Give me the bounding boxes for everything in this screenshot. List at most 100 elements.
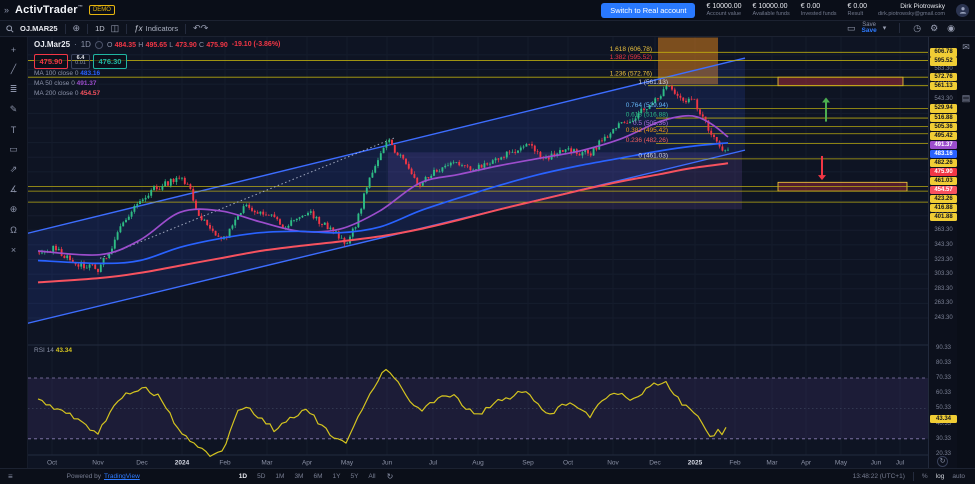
candle-style-icon[interactable]: ◫ (110, 23, 120, 33)
fib-level-label: 1.618 (606.78) (610, 46, 652, 53)
rsi-axis-tick: 70.33 (935, 375, 951, 381)
go-to-realtime-button[interactable]: ↻ (937, 456, 948, 467)
chart-area[interactable]: 1.618 (606.78) 1.382 (595.52) 1.236 (572.7… (0, 37, 928, 468)
alert-icon[interactable]: ◷ (913, 22, 922, 33)
price-axis-tick: 343.30 (934, 241, 953, 248)
ma-line-ma-50 (37, 114, 729, 256)
sidebar-expand-icon[interactable]: » (4, 5, 10, 15)
fib-level-label: 0.618 (516.88) (626, 112, 668, 119)
bottom-panel-toggle-icon[interactable]: ≡ (8, 472, 13, 481)
resistance-zone[interactable] (777, 76, 904, 87)
message-envelope-icon[interactable]: ✉ (962, 42, 970, 52)
clock[interactable]: 13:48:22 (UTC+1) (852, 473, 905, 480)
price-axis-tick: 263.30 (934, 300, 953, 307)
tool-shapes-icon[interactable]: ▭ (9, 144, 18, 154)
compare-add-icon[interactable]: ⊕ (72, 23, 81, 33)
timeframe-row: 1D 5D 1M 3M 6M 1Y 5Y All (236, 472, 379, 481)
tool-long-position-icon[interactable]: ⇗ (9, 164, 18, 174)
timeframe-1y[interactable]: 1Y (332, 473, 341, 480)
x-axis-month-label: Nov (92, 460, 104, 467)
level-price-label: 595.52 (930, 57, 957, 66)
tool-text-icon[interactable]: T (10, 124, 17, 135)
redo-icon[interactable]: ↷ (200, 23, 209, 33)
x-axis-month-label: Oct (563, 460, 573, 467)
chart-canvas[interactable]: 1.618 (606.78)1.382 (595.52) 1.236 (572.7… (0, 37, 928, 468)
person-icon (959, 7, 966, 14)
x-axis-month-label: 2025 (688, 460, 703, 467)
x-axis-month-label: Jun (382, 460, 393, 467)
chevron-down-icon[interactable]: ▾ (882, 25, 887, 33)
timeframe-3m[interactable]: 3M (294, 473, 304, 480)
log-scale-toggle[interactable]: log (935, 473, 945, 480)
switch-real-account-button[interactable]: Switch to Real account (601, 2, 696, 18)
timeframe-all[interactable]: All (368, 473, 376, 480)
timeframe-1d[interactable]: 1D (238, 473, 248, 480)
x-axis-month-label: Feb (219, 460, 231, 467)
camera-snapshot-icon[interactable]: ◉ (947, 22, 955, 33)
rsi-axis-tick: 20.33 (935, 451, 951, 457)
auto-scale-toggle[interactable]: auto (952, 473, 965, 480)
layout-icon[interactable]: ▭ (846, 22, 856, 33)
stat-invested-funds: € 0.00 Invested funds (800, 3, 837, 17)
fib-level-label: 1.382 (595.52) (610, 54, 652, 61)
x-axis-month-label: Oct (47, 460, 57, 467)
tool-measure-icon[interactable]: ∡ (9, 184, 18, 194)
timeframe-1m[interactable]: 1M (275, 473, 285, 480)
user-info: Dirk Piotrowsky dirk.piotrowsky@gmail.com (877, 3, 945, 17)
tool-crosshair-icon[interactable]: + (10, 44, 17, 55)
undo-icon[interactable]: ↶ (193, 23, 201, 33)
indicators-button[interactable]: ƒx Indicators (134, 24, 179, 33)
x-axis-month-label: May (341, 460, 354, 467)
price-axis-tick: 583.30 (934, 66, 953, 73)
accumulation-zone[interactable] (388, 152, 742, 210)
timeframe-5d[interactable]: 5D (257, 473, 266, 480)
tool-fib-retracement-icon[interactable]: ≣ (9, 84, 18, 94)
fib-level-label: 1.236 (572.76) (610, 71, 652, 78)
ma-price-label: 454.57 (930, 185, 957, 195)
level-price-label: 516.88 (930, 113, 957, 123)
user-avatar[interactable] (956, 3, 969, 17)
fib-level-label: 0.5 (505.36) (633, 120, 668, 127)
price-axis-tick: 283.30 (934, 285, 953, 292)
timeframe-6m[interactable]: 6M (313, 473, 323, 480)
tool-brush-icon[interactable]: ✎ (9, 104, 18, 114)
fx-icon: ƒx (134, 24, 143, 33)
tradingview-link[interactable]: TradingView (104, 473, 140, 480)
x-axis-month-label: Jun (871, 460, 882, 467)
interval-selector[interactable]: 1D (95, 24, 105, 33)
level-price-label: 401.88 (930, 212, 957, 222)
powered-by: Powered by TradingView (66, 473, 140, 480)
price-axis-tick: 303.30 (934, 271, 953, 278)
refresh-icon[interactable]: ↻ (386, 472, 394, 481)
rsi-axis-tick: 90.33 (935, 344, 951, 351)
x-axis-month-label: Apr (801, 460, 812, 467)
sell-price-button[interactable]: 475.90 (34, 53, 68, 69)
fib-level-label: 0.764 (529.94) (626, 102, 668, 109)
app-logo: ActivTrader™ (15, 4, 83, 16)
rsi-line (37, 368, 727, 457)
ma-price-label: 491.37 (930, 140, 957, 150)
timeframe-5y[interactable]: 5Y (350, 473, 359, 480)
level-price-label: 529.94 (930, 104, 957, 113)
rsi-axis-tick: 50.33 (935, 405, 951, 412)
symbol-search[interactable]: OJ.MAR25 (20, 24, 58, 33)
percent-scale-toggle[interactable]: % (921, 473, 928, 480)
tool-remove-drawings-icon[interactable]: × (10, 244, 17, 255)
bottom-toolbar: ≡ Powered by TradingView 1D 5D 1M 3M 6M 1Y 5Y A… (0, 468, 975, 484)
tool-zoom-in-icon[interactable]: ⊕ (9, 204, 18, 214)
drawing-tools-rail: + ╱ ≣ ✎ T ▭ ⇗ ∡ ⊕ Ω × (0, 37, 28, 468)
tool-trend-line-icon[interactable]: ╱ (10, 64, 17, 74)
tool-magnet-icon[interactable]: Ω (10, 224, 17, 235)
level-price-label: 572.76 (930, 72, 957, 82)
spread-indicator: 6.4 0.01 (71, 53, 90, 69)
object-tree-icon[interactable]: ▤ (961, 93, 971, 103)
x-axis-month-label: Jul (896, 460, 905, 467)
settings-gear-icon[interactable]: ⚙ (930, 22, 939, 33)
x-axis-month-label: Sep (522, 460, 534, 467)
level-price-label: 416.88 (930, 203, 957, 213)
fib-level-label: 0.236 (482.26) (626, 137, 668, 144)
buy-price-button[interactable]: 476.30 (93, 53, 127, 69)
save-layout-button[interactable]: Save Save (861, 21, 877, 35)
chart-toolbar: OJ.MAR25 ⊕ 1D ◫ ƒx Indicators ↶ ↷ ▭ Save… (0, 20, 975, 37)
price-axis[interactable]: 603.30583.30563.30543.30443.30383.30363.… (928, 37, 957, 468)
